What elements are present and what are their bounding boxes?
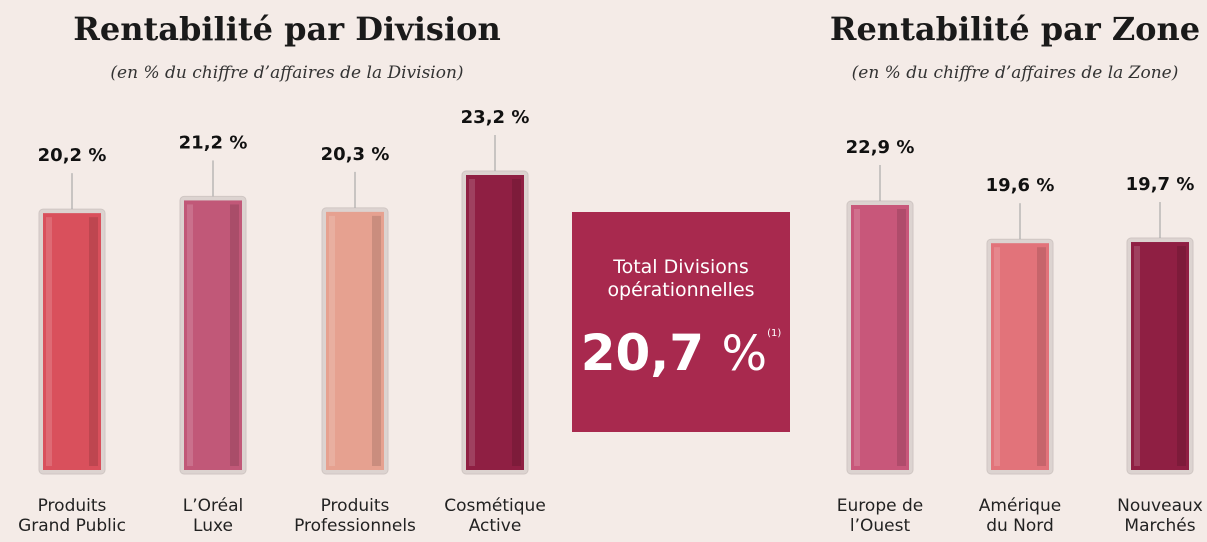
category-label: Produits Grand Public [18, 496, 126, 536]
category-label: Amérique du Nord [978, 496, 1062, 536]
bar-highlight [46, 217, 52, 466]
category-label: Produits Professionnels [294, 496, 416, 536]
bar-highlight [854, 209, 860, 466]
bar-shade [372, 215, 381, 466]
bar-highlight [329, 215, 335, 466]
value-label: 23,2 % [461, 107, 530, 128]
bar-shade [1177, 246, 1186, 466]
chart-title: Rentabilité par Zone [830, 10, 1200, 48]
value-label: 21,2 % [179, 132, 248, 153]
total-callout: Total Divisions opérationnelles 20,7 %(1… [572, 212, 790, 432]
chart-title: Rentabilité par Division [73, 10, 500, 48]
bar [326, 211, 384, 470]
category-label: Nouveaux Marchés [1117, 496, 1203, 536]
bar [43, 213, 101, 470]
bar-shade [512, 179, 521, 466]
bar-shade [897, 209, 906, 466]
callout-label: Total Divisions opérationnelles [607, 256, 755, 301]
bar-shade [230, 204, 239, 466]
chart-subtitle: (en % du chiffre d’affaires de la Zone) [852, 63, 1179, 83]
bar [184, 200, 242, 470]
callout-footnote: (1) [767, 328, 782, 339]
value-label: 22,9 % [846, 137, 915, 158]
chart-subtitle: (en % du chiffre d’affaires de la Divisi… [110, 63, 463, 83]
bar-shade [1037, 247, 1046, 466]
bar [991, 243, 1049, 470]
bar-shade [89, 217, 98, 466]
category-label: L’Oréal Luxe [182, 496, 244, 536]
callout-unit: % [721, 326, 768, 382]
value-label: 20,3 % [321, 144, 390, 165]
category-label: Europe de l’Ouest [836, 496, 924, 536]
callout-value: 20,7 %(1) [572, 306, 790, 382]
value-label: 20,2 % [38, 145, 107, 166]
callout-number: 20,7 [580, 324, 705, 382]
category-label: Cosmétique Active [444, 496, 546, 536]
value-label: 19,6 % [986, 175, 1055, 196]
bar [466, 175, 524, 470]
value-label: 19,7 % [1126, 174, 1195, 195]
bar [1131, 242, 1189, 470]
bar [851, 205, 909, 470]
bar-highlight [1134, 246, 1140, 466]
bar-highlight [469, 179, 475, 466]
bar-highlight [187, 204, 193, 466]
bar-highlight [994, 247, 1000, 466]
